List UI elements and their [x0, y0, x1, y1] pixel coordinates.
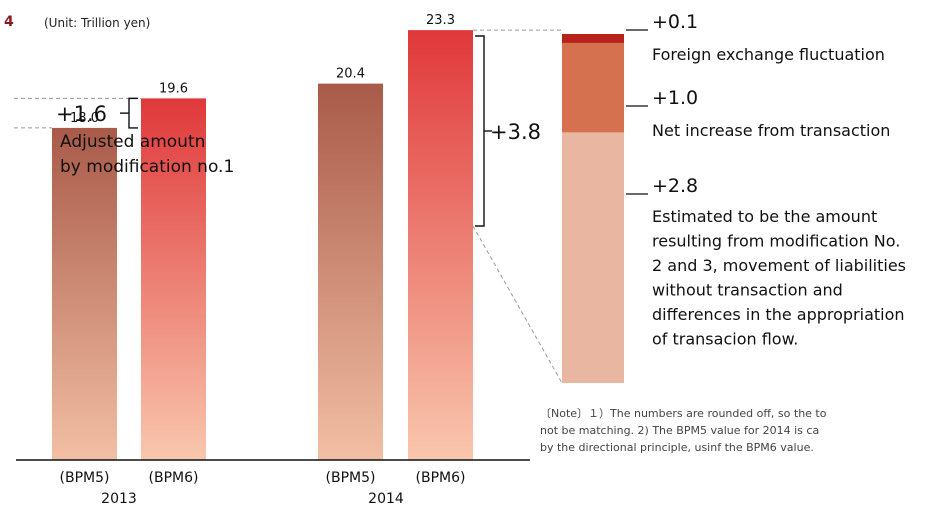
note-line: by the directional principle, usinf the … [540, 441, 814, 454]
bar-value-label: 20.4 [336, 67, 365, 82]
unit-label: (Unit: Trillion yen) [44, 16, 151, 30]
guide-2014-bottom [472, 225, 563, 384]
breakdown-segment [562, 132, 624, 383]
bar-bpm6-2013 [141, 98, 206, 460]
difference-label-2013: +1.6 [56, 102, 107, 126]
breakdown-description: Estimated to be the amount [652, 207, 877, 226]
group-label-2013: 2013 [101, 491, 137, 507]
breakdown-description: 2 and 3, movement of liabilities [652, 256, 906, 275]
category-label: (BPM5) [326, 470, 376, 486]
adjusted-amount-label: by modification no.1 [60, 157, 234, 177]
difference-brackets [120, 35, 492, 227]
breakdown-segment [562, 34, 624, 43]
note-line: not be matching. 2) The BPM5 value for 2… [540, 424, 820, 437]
bracket-2013 [128, 97, 138, 129]
bars [16, 30, 530, 461]
breakdown-description: resulting from modification No. [652, 232, 900, 251]
bar-value-label: 23.3 [426, 13, 455, 28]
category-label: (BPM6) [149, 470, 199, 486]
figure-number: 4 [4, 14, 14, 30]
breakdown-value-label: +2.8 [652, 175, 698, 197]
breakdown-description: Foreign exchange fluctuation [652, 45, 885, 64]
breakdown-description: without transaction and [652, 281, 843, 300]
chart-text: 18.0 (BPM5) 19.6 (BPM6) 20.4 (BPM5) 23.3 (BPM6)… [56, 11, 906, 507]
bar-value-label: 18.0 [70, 111, 99, 126]
group-label-2014: 2014 [368, 491, 404, 507]
bar-bpm6-2014 [408, 30, 473, 461]
bar-bpm5-2013 [52, 127, 117, 461]
bar-bpm5-2014 [318, 83, 383, 461]
breakdown-value-label: +1.0 [652, 87, 698, 109]
breakdown-value-label: +0.1 [652, 11, 698, 33]
breakdown-description: of transacion flow. [652, 330, 798, 349]
breakdown-stack [562, 29, 648, 383]
dashed-guides [14, 29, 563, 384]
bracket-2014 [475, 35, 485, 227]
category-label: (BPM5) [60, 470, 110, 486]
adjusted-amount-label: Adjusted amoutn [60, 132, 205, 152]
category-label: (BPM6) [416, 470, 466, 486]
breakdown-description: differences in the appropriation [652, 305, 905, 324]
breakdown-description: Net increase from transaction [652, 121, 890, 140]
bar-value-label: 19.6 [159, 81, 188, 96]
breakdown-segment [562, 42, 624, 133]
difference-label-2014: +3.8 [490, 120, 541, 144]
note-line: 〔Note〕１）The numbers are rounded off, so … [540, 407, 827, 420]
